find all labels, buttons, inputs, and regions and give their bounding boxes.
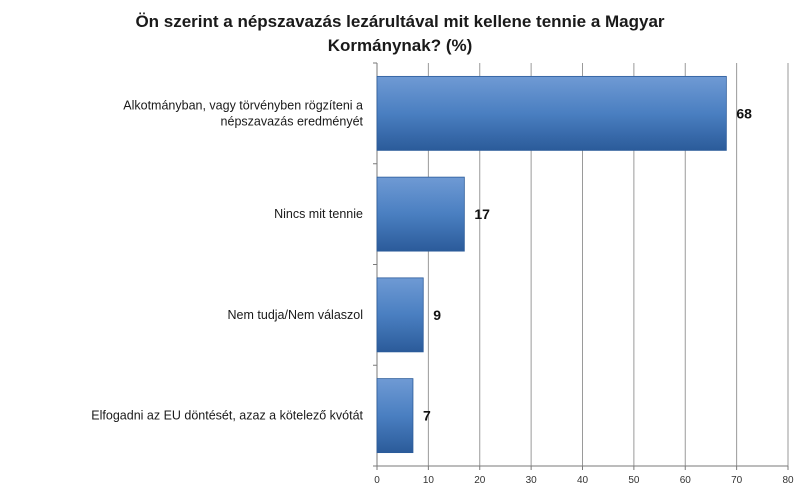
x-tick-label-80: 80 [782, 475, 794, 486]
bar-1 [376, 176, 465, 252]
category-label-0: Alkotmányban, vagy törvényben rögzíteni … [123, 98, 363, 128]
x-tick-label-50: 50 [628, 475, 640, 486]
x-tick-label-10: 10 [423, 475, 435, 486]
labels: 68 Alkotmányban, vagy törvényben rögzíten… [91, 98, 752, 423]
bar-3 [376, 378, 414, 454]
x-tick-label-60: 60 [680, 475, 692, 486]
x-tick-label-70: 70 [731, 475, 743, 486]
x-tick-label-20: 20 [474, 475, 486, 486]
value-label-1: 17 [474, 206, 490, 222]
value-label-0: 68 [736, 105, 752, 121]
category-label-1: Nincs mit tennie [274, 207, 363, 221]
chart-title: Ön szerint a népszavazás lezárultával mi… [135, 12, 665, 55]
category-label-3: Elfogadni az EU döntését, azaz a kötelez… [91, 409, 363, 423]
category-label-2: Nem tudja/Nem válaszol [228, 308, 363, 322]
x-tick-label-30: 30 [526, 475, 538, 486]
x-tick-label-0: 0 [374, 475, 380, 486]
value-label-3: 7 [423, 408, 431, 424]
bar-2 [376, 277, 424, 353]
value-label-2: 9 [433, 307, 441, 323]
bars [376, 75, 727, 454]
bar-0 [376, 75, 727, 151]
x-tick-label-40: 40 [577, 475, 589, 486]
